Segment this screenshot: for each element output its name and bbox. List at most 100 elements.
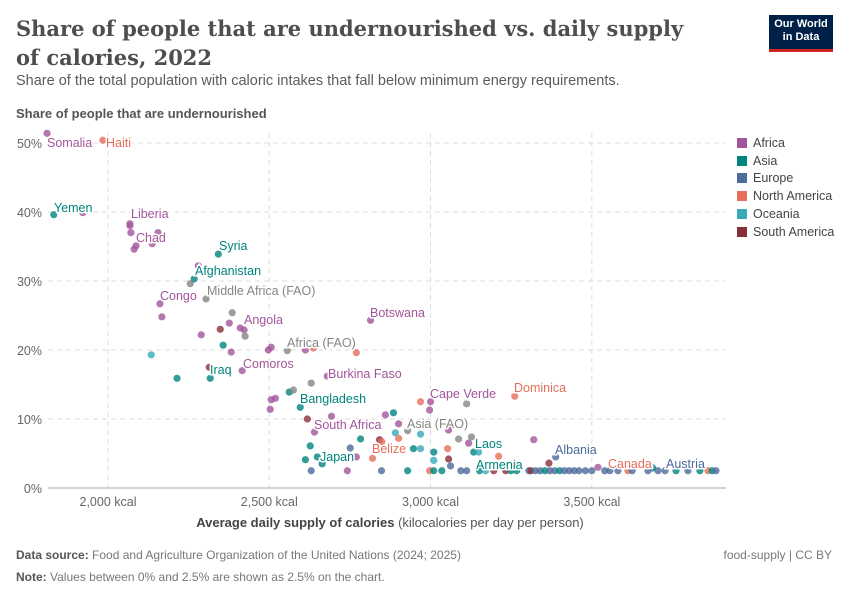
data-point[interactable] xyxy=(356,435,365,443)
source-text[interactable]: Food and Agriculture Organization of the… xyxy=(92,548,461,562)
data-point[interactable] xyxy=(127,229,135,237)
data-point[interactable] xyxy=(594,463,602,471)
legend-item[interactable]: Europe xyxy=(737,170,834,188)
data-point[interactable] xyxy=(712,467,720,475)
data-point[interactable] xyxy=(606,467,614,475)
data-point[interactable] xyxy=(309,344,318,352)
data-point[interactable] xyxy=(148,240,156,248)
data-point[interactable] xyxy=(368,454,377,462)
data-point[interactable] xyxy=(126,222,134,230)
data-point[interactable] xyxy=(377,467,386,475)
data-point[interactable] xyxy=(323,372,331,380)
data-point[interactable] xyxy=(444,445,452,453)
data-point[interactable] xyxy=(378,438,386,446)
data-point[interactable] xyxy=(271,394,279,402)
data-point[interactable] xyxy=(490,467,498,475)
data-point[interactable] xyxy=(588,467,596,475)
data-point[interactable] xyxy=(416,430,425,438)
data-point[interactable] xyxy=(416,398,425,406)
data-point[interactable] xyxy=(156,300,164,308)
data-point[interactable] xyxy=(50,211,58,219)
data-point[interactable] xyxy=(306,442,314,450)
data-point[interactable] xyxy=(511,392,519,400)
data-point[interactable] xyxy=(154,229,162,237)
data-point[interactable] xyxy=(445,426,453,434)
data-point[interactable] xyxy=(194,262,202,270)
legend-item[interactable]: North America xyxy=(737,187,834,205)
data-point[interactable] xyxy=(158,313,166,321)
license[interactable]: food-supply | CC BY xyxy=(723,548,833,562)
data-point[interactable] xyxy=(310,428,319,436)
data-point[interactable] xyxy=(130,245,138,253)
data-point[interactable] xyxy=(186,280,194,288)
data-point[interactable] xyxy=(445,455,453,463)
data-point[interactable] xyxy=(301,346,309,354)
data-point[interactable] xyxy=(430,448,438,456)
data-point[interactable] xyxy=(327,412,336,420)
data-point[interactable] xyxy=(238,367,246,375)
data-point[interactable] xyxy=(219,341,227,349)
data-point[interactable] xyxy=(482,467,490,475)
data-point[interactable] xyxy=(99,136,107,144)
data-point[interactable] xyxy=(475,448,483,456)
data-point[interactable] xyxy=(197,331,205,339)
data-point[interactable] xyxy=(205,363,213,371)
data-point[interactable] xyxy=(206,374,214,382)
data-point[interactable] xyxy=(173,374,181,382)
data-point[interactable] xyxy=(214,250,222,258)
owid-logo[interactable]: Our World in Data xyxy=(769,15,833,52)
data-point[interactable] xyxy=(240,326,248,334)
data-point[interactable] xyxy=(614,467,622,475)
data-point[interactable] xyxy=(391,429,399,437)
data-point[interactable] xyxy=(425,406,434,414)
data-point[interactable] xyxy=(352,453,360,461)
data-point[interactable] xyxy=(438,467,446,475)
data-point[interactable] xyxy=(628,467,636,475)
data-point[interactable] xyxy=(225,319,233,327)
data-point[interactable] xyxy=(366,316,375,324)
data-point[interactable] xyxy=(352,349,360,357)
data-point[interactable] xyxy=(395,420,403,428)
data-point[interactable] xyxy=(296,403,304,411)
data-point[interactable] xyxy=(430,456,438,464)
data-point[interactable] xyxy=(513,467,521,475)
data-point[interactable] xyxy=(303,415,311,423)
data-point[interactable] xyxy=(318,460,326,468)
data-point[interactable] xyxy=(495,452,503,460)
data-point[interactable] xyxy=(426,398,435,406)
legend-item[interactable]: South America xyxy=(737,223,834,241)
data-point[interactable] xyxy=(465,439,473,447)
data-point[interactable] xyxy=(661,467,669,475)
data-point[interactable] xyxy=(267,343,275,351)
data-point[interactable] xyxy=(552,453,560,461)
data-point[interactable] xyxy=(307,379,315,387)
data-point[interactable] xyxy=(228,309,236,317)
data-point[interactable] xyxy=(43,129,51,137)
data-point[interactable] xyxy=(463,400,471,408)
data-point[interactable] xyxy=(147,351,155,359)
data-point[interactable] xyxy=(79,209,87,217)
data-point[interactable] xyxy=(346,444,354,452)
data-point[interactable] xyxy=(416,445,425,453)
data-point[interactable] xyxy=(672,467,680,475)
data-point[interactable] xyxy=(301,456,309,464)
data-point[interactable] xyxy=(227,348,235,356)
data-point[interactable] xyxy=(463,467,471,475)
data-point[interactable] xyxy=(190,275,198,283)
data-point[interactable] xyxy=(381,411,389,419)
data-point[interactable] xyxy=(389,409,398,417)
data-point[interactable] xyxy=(530,436,538,444)
data-point[interactable] xyxy=(644,467,652,475)
data-point[interactable] xyxy=(502,467,510,475)
legend-item[interactable]: Asia xyxy=(737,152,834,170)
data-point[interactable] xyxy=(601,467,609,475)
data-point[interactable] xyxy=(395,434,403,442)
data-point[interactable] xyxy=(654,467,662,475)
data-point[interactable] xyxy=(446,462,455,470)
data-point[interactable] xyxy=(216,325,224,333)
data-point[interactable] xyxy=(457,467,465,475)
data-point[interactable] xyxy=(343,467,351,475)
data-point[interactable] xyxy=(430,467,438,475)
data-point[interactable] xyxy=(241,332,249,340)
data-point[interactable] xyxy=(507,467,515,475)
